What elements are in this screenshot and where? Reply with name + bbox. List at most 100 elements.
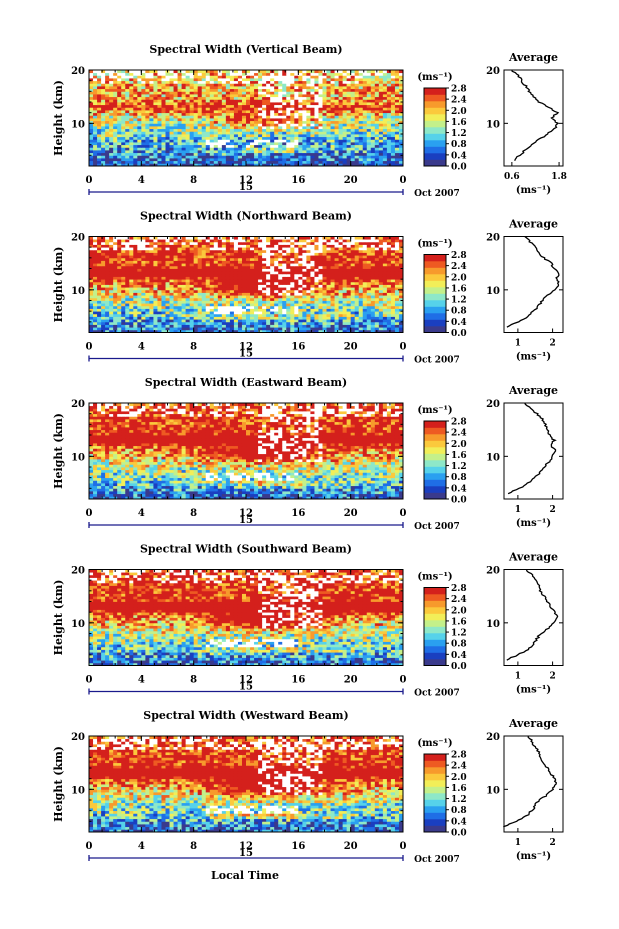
heatmap-cell — [378, 152, 384, 156]
heatmap-cell — [254, 268, 259, 272]
heatmap-cell — [286, 265, 291, 269]
heatmap-cell — [133, 273, 138, 277]
heatmap-cell — [129, 80, 134, 84]
heatmap-cell — [250, 110, 255, 114]
heatmap-cell — [133, 158, 138, 162]
heatmap-cell — [165, 120, 170, 124]
heatmap-cell — [137, 78, 142, 82]
heatmap-cell — [346, 311, 352, 315]
heatmap-cell — [137, 308, 142, 312]
heatmap-cell — [246, 281, 251, 285]
heatmap-cell — [201, 271, 207, 275]
heatmap-cell — [306, 94, 311, 98]
heatmap-cell — [254, 292, 259, 296]
heatmap-cell — [117, 142, 122, 146]
heatmap-cell — [117, 155, 122, 159]
heatmap-cell — [374, 88, 380, 92]
heatmap-cell — [386, 126, 392, 130]
heatmap-cell — [161, 152, 166, 156]
heatmap-cell — [298, 311, 303, 315]
heatmap-cell — [209, 118, 215, 122]
heatmap-cell — [101, 281, 106, 285]
heatmap-cell — [370, 80, 376, 84]
heatmap-cell — [169, 327, 174, 331]
heatmap-cell — [270, 155, 275, 159]
heatmap-cell — [129, 263, 134, 267]
heatmap-cell — [266, 83, 271, 87]
heatmap-cell — [326, 313, 331, 317]
heatmap-cell — [306, 279, 311, 283]
heatmap-cell — [149, 308, 154, 312]
heatmap-cell — [209, 152, 215, 156]
heatmap-cell — [237, 303, 243, 307]
heatmap-cell — [318, 75, 323, 79]
heatmap-cell — [370, 308, 376, 312]
heatmap-cell — [278, 144, 283, 148]
heatmap-cell — [213, 134, 219, 138]
heatmap-cell — [209, 263, 215, 267]
heatmap-cell — [354, 96, 360, 100]
heatmap-cell — [89, 131, 94, 135]
heatmap-cell — [302, 263, 307, 267]
heatmap-cell — [386, 263, 392, 267]
heatmap-cell — [241, 126, 247, 130]
heatmap-cell — [113, 152, 118, 156]
heatmap-cell — [193, 88, 199, 92]
heatmap-cell — [173, 329, 178, 333]
heatmap-cell — [358, 303, 364, 307]
heatmap-cell — [338, 70, 344, 74]
heatmap-cell — [209, 327, 215, 331]
heatmap-cell — [350, 316, 356, 320]
heatmap-cell — [354, 112, 360, 116]
heatmap-cell — [378, 107, 384, 111]
heatmap-cell — [165, 96, 170, 100]
heatmap-cell — [109, 131, 114, 135]
heatmap-cell — [177, 329, 182, 333]
heatmap-cell — [229, 268, 235, 272]
heatmap-cell — [342, 134, 348, 138]
heatmap-cell — [274, 271, 279, 275]
heatmap-cell — [141, 150, 146, 154]
heatmap-cell — [213, 292, 219, 296]
heatmap-cell — [181, 313, 187, 317]
heatmap-cell — [109, 152, 114, 156]
heatmap-cell — [266, 118, 271, 122]
heatmap-cell — [125, 112, 130, 116]
heatmap-cell — [241, 144, 247, 148]
heatmap-cell — [378, 102, 384, 106]
heatmap-cell — [109, 70, 114, 74]
heatmap-cell — [185, 158, 191, 162]
heatmap-cell — [362, 295, 368, 299]
heatmap-cell — [330, 158, 335, 162]
heatmap-cell — [237, 131, 243, 135]
heatmap-cell — [362, 139, 368, 143]
heatmap-cell — [250, 99, 255, 103]
heatmap-cell — [278, 128, 283, 132]
heatmap-cell — [109, 123, 114, 127]
heatmap-cell — [374, 91, 380, 95]
heatmap-cell — [213, 279, 219, 283]
heatmap-cell — [354, 144, 360, 148]
heatmap-cell — [326, 107, 331, 111]
heatmap-cell — [209, 279, 215, 283]
heatmap-cell — [254, 110, 259, 114]
heatmap-cell — [217, 134, 223, 138]
heatmap-cell — [298, 273, 303, 277]
heatmap-cell — [290, 327, 295, 331]
heatmap-cell — [237, 271, 243, 275]
heatmap-cell — [306, 158, 311, 162]
heatmap-cell — [177, 311, 182, 315]
heatmap-cell — [209, 281, 215, 285]
heatmap-cell — [169, 324, 174, 328]
heatmap-cell — [125, 139, 130, 143]
heatmap-cell — [398, 287, 404, 291]
heatmap-cell — [121, 163, 126, 167]
heatmap-cell — [354, 329, 360, 333]
heatmap-cell — [205, 152, 211, 156]
heatmap-cell — [89, 158, 94, 162]
heatmap-cell — [298, 150, 303, 154]
heatmap-cell — [250, 152, 255, 156]
heatmap-cell — [358, 263, 364, 267]
heatmap-cell — [254, 83, 259, 87]
heatmap-cell — [197, 319, 203, 323]
